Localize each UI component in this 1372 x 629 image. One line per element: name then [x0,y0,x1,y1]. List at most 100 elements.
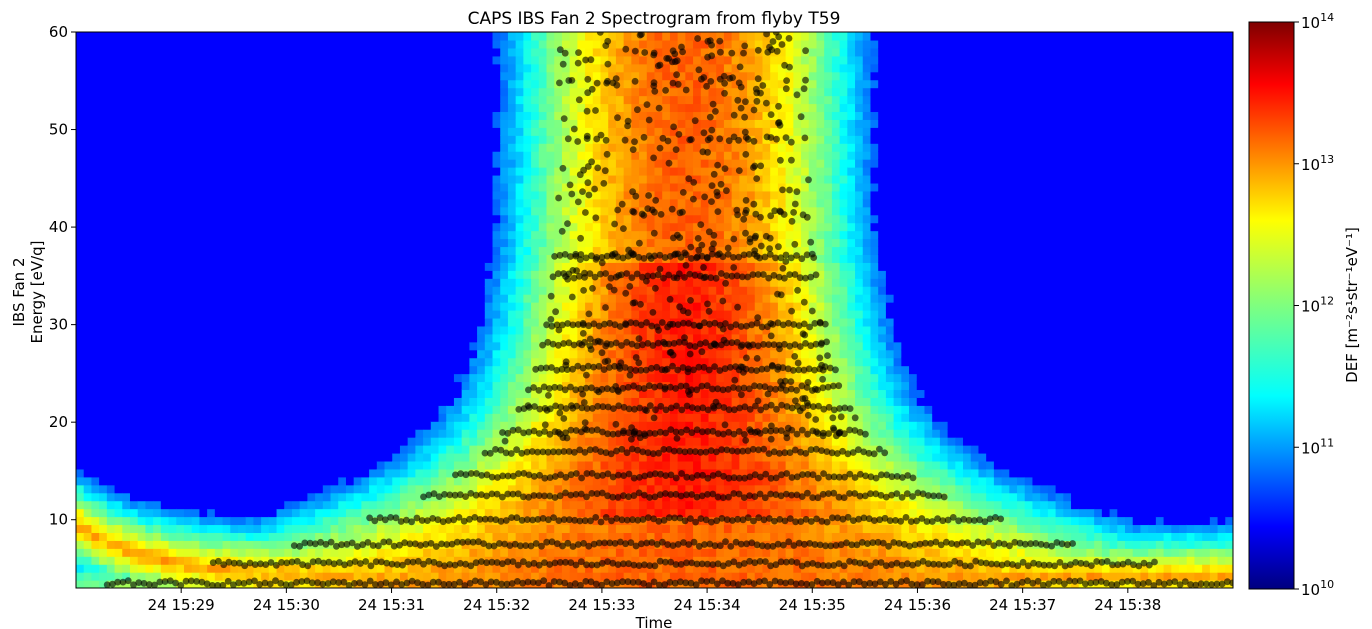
heatmap-cell [469,79,478,89]
heatmap-cell [199,532,208,541]
heatmap-cell [415,508,424,518]
heatmap-cell [484,278,494,287]
heatmap-cell [214,572,224,581]
heatmap-cell [531,206,540,216]
heatmap-cell [453,103,463,113]
heatmap-cell [176,174,185,184]
heatmap-cell [168,325,177,335]
heatmap-cell [137,278,147,287]
heatmap-cell [438,127,447,136]
heatmap-cell [507,55,517,65]
heatmap-cell [137,460,147,470]
heatmap-cell [76,135,85,144]
heatmap-cell [253,190,262,200]
heatmap-cell [469,349,478,359]
heatmap-cell [261,79,270,89]
heatmap-cell [230,246,239,255]
heatmap-cell [384,500,393,510]
heatmap-cell [615,333,625,343]
heatmap-cell [484,32,494,41]
heatmap-cell [515,429,524,438]
heatmap-cell [546,143,555,152]
heatmap-cell [577,333,586,343]
heatmap-cell [122,373,131,383]
heatmap-cell [392,445,401,454]
heatmap-cell [592,246,602,255]
heatmap-cell [268,548,278,557]
heatmap-cell [307,222,316,232]
heatmap-cell [407,87,416,97]
heatmap-cell [461,87,470,97]
heatmap-cell [299,270,308,279]
heatmap-cell [577,357,586,367]
heatmap-cell [592,556,602,565]
heatmap-cell [122,325,131,335]
heatmap-cell [469,325,478,335]
heatmap-cell [446,365,455,375]
heatmap-cell [461,564,470,573]
heatmap-cell [322,79,332,89]
heatmap-cell [268,349,278,359]
heatmap-cell [384,47,393,57]
heatmap-cell [160,47,170,57]
heatmap-cell [500,508,509,518]
heatmap-cell [276,167,285,176]
heatmap-cell [276,437,285,446]
heatmap-cell [291,349,301,359]
heatmap-cell [176,413,185,422]
heatmap-cell [191,270,201,279]
heatmap-cell [500,357,509,367]
heatmap-cell [500,206,509,216]
heatmap-cell [99,111,108,120]
heatmap-cell [315,500,324,510]
heatmap-cell [183,103,193,113]
heatmap-cell [106,135,116,144]
heatmap-cell [106,182,116,192]
heatmap-cell [237,357,247,367]
heatmap-cell [415,270,424,279]
heatmap-cell [76,254,85,263]
heatmap-cell [369,373,378,383]
heatmap-cell [585,238,594,248]
heatmap-cell [515,437,524,446]
heatmap-cell [577,206,586,216]
heatmap-cell [477,476,486,486]
heatmap-cell [330,246,339,255]
heatmap-cell [322,222,332,232]
heatmap-cell [477,63,486,73]
heatmap-cell [299,468,308,478]
heatmap-cell [245,278,254,287]
heatmap-cell [230,151,239,160]
heatmap-cell [561,548,571,557]
heatmap-cell [507,572,517,581]
heatmap-cell [361,421,370,430]
heatmap-cell [268,95,278,105]
heatmap-cell [384,413,393,422]
heatmap-cell [569,349,578,359]
heatmap-cell [353,429,362,438]
heatmap-cell [291,413,301,422]
heatmap-cell [284,572,293,581]
heatmap-cell [523,357,532,367]
heatmap-cell [153,143,162,152]
heatmap-cell [585,294,594,303]
heatmap-cell [83,103,93,113]
heatmap-cell [245,32,254,41]
heatmap-cell [507,445,517,454]
heatmap-cell [129,413,139,422]
heatmap-cell [307,246,316,255]
heatmap-cell [315,238,324,248]
heatmap-cell [361,445,370,454]
heatmap-cell [222,365,231,375]
heatmap-cell [523,182,532,192]
heatmap-cell [615,55,625,65]
heatmap-cell [299,524,308,533]
heatmap-cell [430,349,440,359]
heatmap-cell [76,39,85,49]
heatmap-cell [546,357,555,367]
heatmap-cell [276,79,285,89]
heatmap-cell [423,278,432,287]
heatmap-cell [322,516,332,526]
heatmap-cell [214,206,224,216]
heatmap-cell [145,445,154,454]
